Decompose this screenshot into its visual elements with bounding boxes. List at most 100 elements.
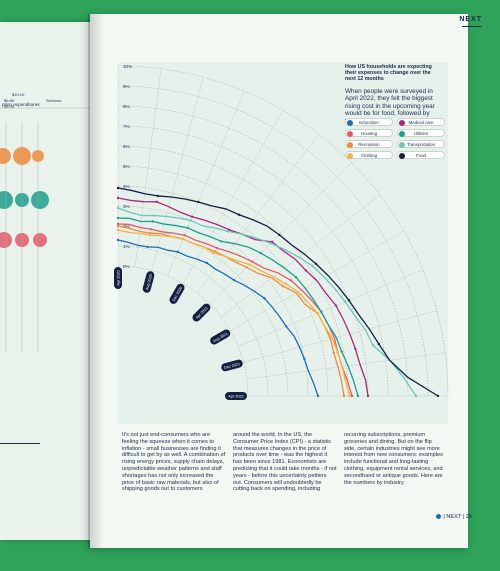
legend-swatch bbox=[347, 153, 353, 159]
grid-radial bbox=[182, 110, 284, 284]
date-label: Aug 2021 bbox=[210, 329, 231, 345]
legend-food: Food bbox=[397, 151, 445, 159]
legend-education: Education bbox=[345, 118, 393, 126]
series-point bbox=[152, 214, 156, 217]
series-point bbox=[245, 266, 248, 269]
series-point bbox=[248, 263, 251, 266]
y-tick-label: 10% bbox=[123, 64, 132, 69]
legend-swatch bbox=[399, 142, 405, 148]
grid-radial bbox=[167, 91, 245, 276]
series-point bbox=[366, 394, 370, 398]
y-tick-label: 8% bbox=[123, 104, 130, 109]
series-point bbox=[278, 233, 281, 236]
series-line-education bbox=[117, 239, 319, 397]
series-point bbox=[205, 261, 209, 265]
series-point bbox=[151, 220, 154, 223]
series-point bbox=[342, 394, 346, 398]
series-point bbox=[197, 200, 200, 204]
brand-underline bbox=[462, 26, 482, 27]
y-tick-label: 7% bbox=[123, 124, 130, 129]
date-label: Apr 2020 bbox=[114, 267, 122, 289]
series-point bbox=[156, 194, 159, 198]
series-point bbox=[189, 219, 192, 222]
series-point bbox=[116, 196, 120, 200]
y-tick-label: 6% bbox=[123, 144, 130, 149]
series-point bbox=[155, 200, 158, 204]
svg-text:Aug 2021: Aug 2021 bbox=[212, 332, 228, 344]
left-label-2: $8.9K bbox=[4, 104, 15, 109]
series-point bbox=[320, 310, 323, 314]
series-point bbox=[377, 342, 381, 346]
series-point bbox=[116, 238, 120, 242]
date-label: Dec 2020 bbox=[169, 283, 185, 304]
series-point bbox=[212, 251, 215, 255]
svg-text:Dec 2020: Dec 2020 bbox=[172, 286, 184, 302]
series-point bbox=[263, 297, 266, 300]
series-point bbox=[146, 245, 149, 249]
date-label: Dec 2021 bbox=[221, 359, 243, 372]
y-tick-label: 9% bbox=[123, 84, 130, 89]
info-box: How US households are expecting their ex… bbox=[345, 64, 443, 126]
series-point bbox=[186, 226, 189, 230]
legend-swatch bbox=[347, 120, 353, 126]
date-label: Aug 2020 bbox=[142, 271, 155, 293]
series-point bbox=[149, 231, 152, 235]
series-point bbox=[356, 394, 360, 398]
left-page-rule bbox=[0, 443, 40, 444]
body-column-1: It's not just end-consumers who are feel… bbox=[122, 432, 226, 493]
series-line-medical-care bbox=[117, 197, 369, 397]
chart-grid: 0% 1% 2% 3% 4% 5% 6% 7% 8% 9% 10% bbox=[117, 64, 449, 397]
series-point bbox=[269, 242, 272, 245]
series-point bbox=[220, 240, 223, 243]
series-point bbox=[116, 186, 120, 190]
series-line-housing bbox=[117, 223, 353, 397]
series-point bbox=[191, 215, 194, 218]
bubble bbox=[31, 191, 49, 209]
bubble bbox=[33, 233, 47, 247]
date-label: Apr 2022 bbox=[225, 392, 247, 400]
grid-radial bbox=[246, 352, 446, 380]
series-point bbox=[232, 278, 236, 282]
bubble bbox=[0, 148, 11, 164]
svg-text:Dec 2021: Dec 2021 bbox=[224, 362, 241, 370]
grid-radial bbox=[221, 194, 380, 318]
body-column-2: around the world. In the US, the Consume… bbox=[233, 432, 337, 493]
footer-dot-icon bbox=[436, 514, 442, 519]
grid-arc bbox=[117, 185, 329, 397]
series-point bbox=[336, 351, 339, 354]
legend-clothing: Clothing bbox=[345, 151, 393, 159]
series-line-food bbox=[117, 187, 439, 397]
series-point bbox=[116, 228, 120, 232]
series-point bbox=[371, 344, 375, 347]
left-label-0: $10.1K bbox=[12, 92, 25, 97]
series-point bbox=[148, 233, 152, 237]
svg-text:Apr 2022: Apr 2022 bbox=[228, 395, 243, 399]
legend-housing: Housing bbox=[345, 129, 393, 137]
series-point bbox=[116, 222, 120, 226]
series-point bbox=[149, 228, 153, 231]
date-label: Apr 2021 bbox=[192, 303, 211, 322]
series-point bbox=[436, 394, 440, 398]
bubble bbox=[0, 191, 13, 209]
series-point bbox=[116, 216, 120, 220]
grid-radial bbox=[134, 68, 162, 268]
series-point bbox=[332, 351, 335, 355]
series-line-recreation bbox=[117, 225, 345, 397]
page-footer: | NEXT | 25 bbox=[436, 514, 472, 520]
grid-radial bbox=[238, 269, 423, 347]
series-point bbox=[334, 304, 338, 307]
legend-swatch bbox=[347, 131, 353, 137]
y-tick-label: 0% bbox=[123, 264, 130, 269]
series-point bbox=[294, 275, 298, 279]
left-label-1: $9.8K bbox=[4, 98, 15, 103]
series-point bbox=[314, 262, 318, 265]
series-point bbox=[304, 269, 308, 272]
legend-utilities: Utilities bbox=[397, 129, 445, 137]
series-point bbox=[176, 250, 179, 254]
footer-text: | NEXT | 25 bbox=[443, 514, 472, 520]
grid-arc bbox=[117, 105, 409, 397]
svg-text:Apr 2020: Apr 2020 bbox=[117, 270, 121, 285]
series-point bbox=[181, 237, 185, 241]
series-point bbox=[348, 394, 352, 398]
